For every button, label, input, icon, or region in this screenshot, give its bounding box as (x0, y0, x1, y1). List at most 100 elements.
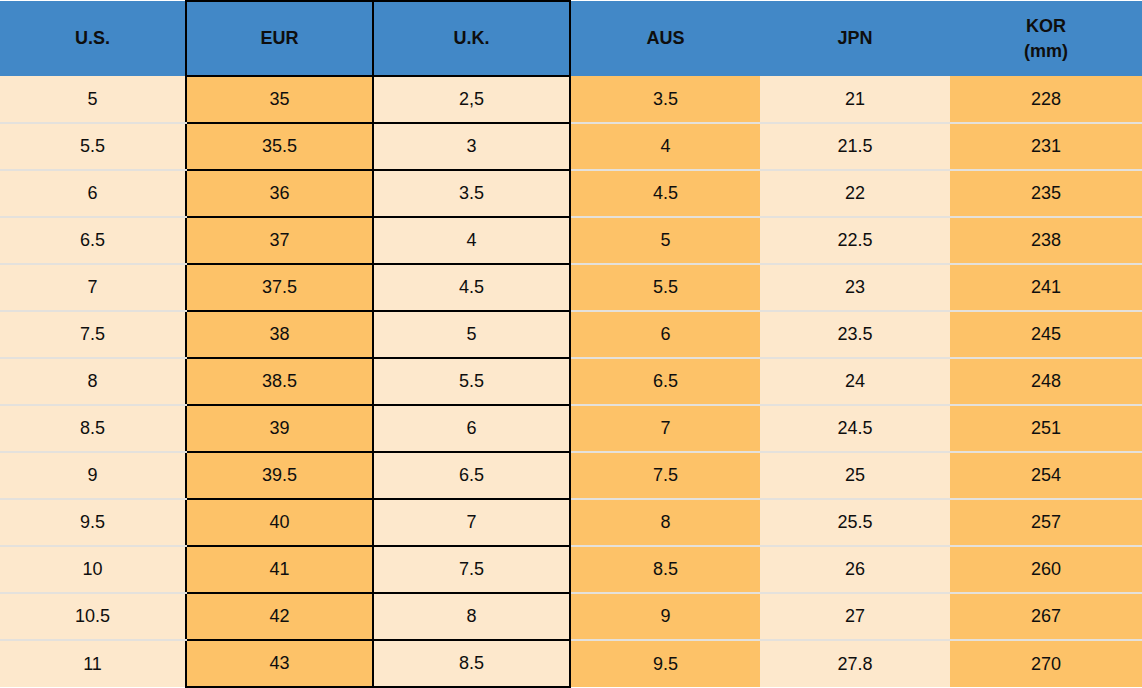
cell-eur: 41 (186, 546, 373, 593)
cell-eur: 35.5 (186, 123, 373, 170)
header-cell-aus: AUS (570, 1, 760, 76)
cell-aus: 6.5 (570, 358, 760, 405)
cell-us: 10 (0, 546, 186, 593)
cell-kor: 241 (950, 264, 1142, 311)
cell-us: 11 (0, 640, 186, 687)
table-row: 10417.58.526260 (0, 546, 1142, 593)
table-row: 939.56.57.525254 (0, 452, 1142, 499)
cell-us: 8.5 (0, 405, 186, 452)
cell-jpn: 26 (760, 546, 950, 593)
cell-us: 6.5 (0, 217, 186, 264)
cell-us: 5 (0, 76, 186, 123)
cell-kor: 257 (950, 499, 1142, 546)
cell-uk: 4.5 (373, 264, 570, 311)
table-row: 5352,53.521228 (0, 76, 1142, 123)
cell-us: 7.5 (0, 311, 186, 358)
table-row: 11438.59.527.8270 (0, 640, 1142, 687)
cell-jpn: 27 (760, 593, 950, 640)
cell-aus: 7 (570, 405, 760, 452)
cell-jpn: 21.5 (760, 123, 950, 170)
table-row: 7.5385623.5245 (0, 311, 1142, 358)
header-cell-uk: U.K. (373, 1, 570, 76)
cell-uk: 6 (373, 405, 570, 452)
cell-kor: 231 (950, 123, 1142, 170)
cell-aus: 3.5 (570, 76, 760, 123)
cell-uk: 4 (373, 217, 570, 264)
cell-kor: 251 (950, 405, 1142, 452)
cell-eur: 37 (186, 217, 373, 264)
cell-eur: 43 (186, 640, 373, 687)
cell-uk: 5.5 (373, 358, 570, 405)
cell-eur: 35 (186, 76, 373, 123)
cell-kor: 235 (950, 170, 1142, 217)
cell-jpn: 27.8 (760, 640, 950, 687)
cell-uk: 7.5 (373, 546, 570, 593)
cell-aus: 4 (570, 123, 760, 170)
cell-kor: 238 (950, 217, 1142, 264)
cell-uk: 2,5 (373, 76, 570, 123)
cell-eur: 39 (186, 405, 373, 452)
table-row: 10.5428927267 (0, 593, 1142, 640)
cell-aus: 4.5 (570, 170, 760, 217)
table-row: 838.55.56.524248 (0, 358, 1142, 405)
cell-eur: 36 (186, 170, 373, 217)
cell-us: 8 (0, 358, 186, 405)
cell-us: 6 (0, 170, 186, 217)
cell-aus: 9 (570, 593, 760, 640)
cell-uk: 8 (373, 593, 570, 640)
cell-kor: 260 (950, 546, 1142, 593)
table-body: 5352,53.5212285.535.53421.52316363.54.52… (0, 76, 1142, 687)
cell-jpn: 25 (760, 452, 950, 499)
cell-jpn: 24.5 (760, 405, 950, 452)
cell-jpn: 21 (760, 76, 950, 123)
cell-uk: 7 (373, 499, 570, 546)
table-row: 6363.54.522235 (0, 170, 1142, 217)
cell-kor: 245 (950, 311, 1142, 358)
cell-jpn: 22.5 (760, 217, 950, 264)
shoe-size-conversion-table: U.S.EURU.K.AUSJPNKOR (mm) 5352,53.521228… (0, 0, 1142, 688)
cell-jpn: 24 (760, 358, 950, 405)
table-row: 5.535.53421.5231 (0, 123, 1142, 170)
cell-us: 9.5 (0, 499, 186, 546)
table-row: 9.5407825.5257 (0, 499, 1142, 546)
cell-kor: 228 (950, 76, 1142, 123)
header-cell-jpn: JPN (760, 1, 950, 76)
cell-aus: 6 (570, 311, 760, 358)
cell-kor: 254 (950, 452, 1142, 499)
cell-kor: 270 (950, 640, 1142, 687)
header-cell-eur: EUR (186, 1, 373, 76)
cell-jpn: 23 (760, 264, 950, 311)
cell-kor: 248 (950, 358, 1142, 405)
cell-aus: 5 (570, 217, 760, 264)
cell-aus: 9.5 (570, 640, 760, 687)
cell-eur: 37.5 (186, 264, 373, 311)
cell-aus: 8.5 (570, 546, 760, 593)
table-row: 6.5374522.5238 (0, 217, 1142, 264)
cell-aus: 8 (570, 499, 760, 546)
header-cell-us: U.S. (0, 1, 186, 76)
cell-us: 10.5 (0, 593, 186, 640)
header-row: U.S.EURU.K.AUSJPNKOR (mm) (0, 1, 1142, 76)
cell-us: 9 (0, 452, 186, 499)
cell-eur: 38.5 (186, 358, 373, 405)
cell-uk: 8.5 (373, 640, 570, 687)
cell-aus: 5.5 (570, 264, 760, 311)
table-row: 737.54.55.523241 (0, 264, 1142, 311)
cell-uk: 6.5 (373, 452, 570, 499)
cell-uk: 3 (373, 123, 570, 170)
cell-uk: 3.5 (373, 170, 570, 217)
cell-jpn: 25.5 (760, 499, 950, 546)
cell-uk: 5 (373, 311, 570, 358)
cell-jpn: 23.5 (760, 311, 950, 358)
cell-jpn: 22 (760, 170, 950, 217)
cell-eur: 39.5 (186, 452, 373, 499)
table-row: 8.5396724.5251 (0, 405, 1142, 452)
cell-us: 7 (0, 264, 186, 311)
cell-eur: 38 (186, 311, 373, 358)
cell-kor: 267 (950, 593, 1142, 640)
cell-aus: 7.5 (570, 452, 760, 499)
header-cell-kor: KOR (mm) (950, 1, 1142, 76)
cell-us: 5.5 (0, 123, 186, 170)
cell-eur: 42 (186, 593, 373, 640)
cell-eur: 40 (186, 499, 373, 546)
